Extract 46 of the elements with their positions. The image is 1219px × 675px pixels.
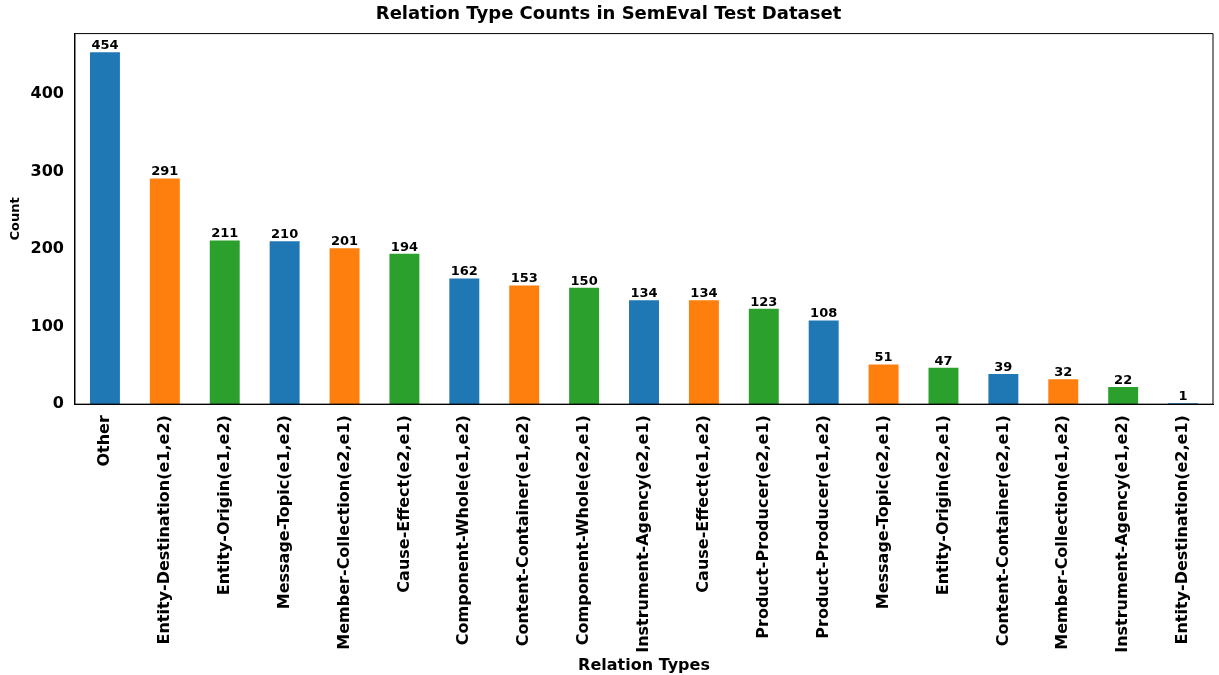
data-label: 162 xyxy=(450,263,478,279)
y-tick-label: 200 xyxy=(30,238,64,258)
x-tick-label: Instrument-Agency(e2,e1) xyxy=(633,415,653,653)
x-tick-label: Instrument-Agency(e1,e2) xyxy=(1112,415,1132,653)
data-label: 51 xyxy=(874,349,893,365)
x-axis-title: Relation Types xyxy=(578,654,710,674)
x-tick-label: Component-Whole(e2,e1) xyxy=(573,415,593,646)
x-tick-label: Product-Producer(e1,e2) xyxy=(812,415,832,639)
data-label: 1 xyxy=(1178,388,1188,404)
data-label: 291 xyxy=(151,163,179,179)
y-tick-label: 300 xyxy=(30,160,64,180)
data-label: 47 xyxy=(934,352,953,368)
data-label: 153 xyxy=(510,270,538,286)
x-tick-label: Content-Container(e1,e2) xyxy=(513,415,533,647)
data-label: 134 xyxy=(690,285,718,301)
data-label: 134 xyxy=(630,285,658,301)
data-label: 32 xyxy=(1054,364,1073,380)
x-tick-label: Entity-Destination(e1,e2) xyxy=(154,415,173,645)
data-label: 150 xyxy=(570,272,598,288)
x-tick-label: Component-Whole(e1,e2) xyxy=(453,415,473,646)
data-label: 201 xyxy=(330,233,359,249)
x-tick-label: Member-Collection(e1,e2) xyxy=(1052,415,1072,650)
x-tick-label: Content-Container(e2,e1) xyxy=(992,415,1012,647)
x-tick-label: Entity-Destination(e2,e1) xyxy=(1172,415,1192,645)
x-tick-label: Entity-Origin(e1,e2) xyxy=(213,415,233,596)
x-tick-label: Other xyxy=(94,415,114,467)
x-tick-label: Entity-Origin(e2,e1) xyxy=(932,415,952,596)
x-tick-label: Product-Producer(e2,e1) xyxy=(752,415,772,639)
x-tick-label: Cause-Effect(e2,e1) xyxy=(393,415,413,593)
data-label: 39 xyxy=(994,358,1013,374)
data-label: 108 xyxy=(810,305,838,321)
y-tick-label: 0 xyxy=(52,393,64,413)
data-label: 211 xyxy=(211,225,239,241)
data-label: 454 xyxy=(91,37,119,53)
y-tick-label: 400 xyxy=(30,83,64,103)
data-label: 123 xyxy=(750,293,778,309)
data-label: 210 xyxy=(271,226,299,242)
y-axis-title: Count xyxy=(7,197,23,241)
x-tick-label: Member-Collection(e2,e1) xyxy=(333,415,353,650)
x-tick-label: Message-Topic(e2,e1) xyxy=(872,415,892,610)
chart-title: Relation Type Counts in SemEval Test Dataset xyxy=(375,2,842,24)
y-tick-label: 100 xyxy=(30,315,64,335)
data-label: 22 xyxy=(1114,371,1133,387)
data-label: 194 xyxy=(390,238,418,254)
x-tick-label: Cause-Effect(e1,e2) xyxy=(693,415,713,593)
x-tick-label: Message-Topic(e1,e2) xyxy=(273,415,293,610)
